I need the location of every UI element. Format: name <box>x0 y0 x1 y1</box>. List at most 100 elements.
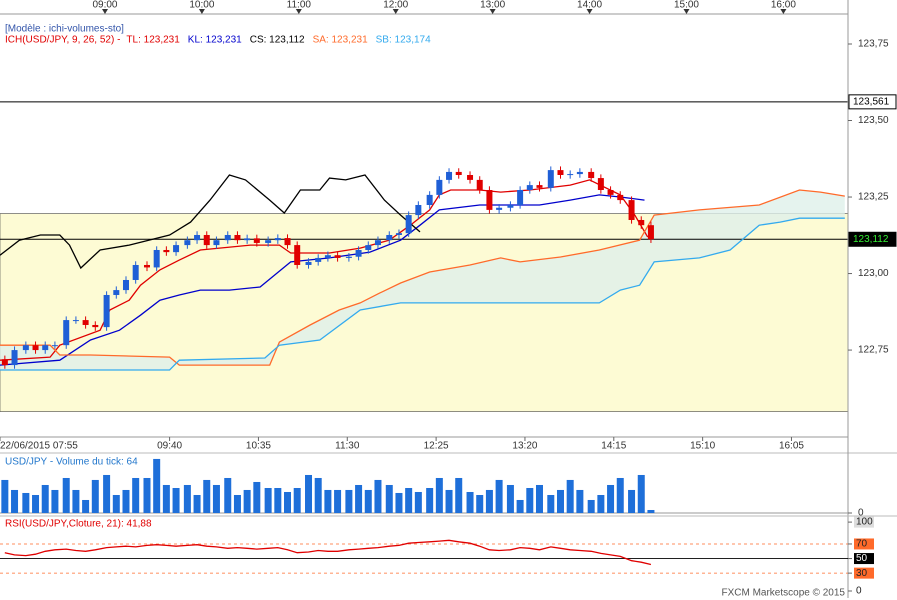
price-line-label: 123,561 <box>853 96 890 107</box>
y-tick-box <box>854 538 874 550</box>
indicator-line <box>0 174 421 270</box>
cloud <box>0 190 845 370</box>
volume-bar <box>405 487 413 513</box>
footer: FXCM Marketscope © 2015 <box>721 588 845 599</box>
volume-bar <box>345 489 353 513</box>
candle-body <box>103 294 110 328</box>
volume-bar <box>495 479 503 513</box>
indicator-line <box>0 217 845 371</box>
volume-bar <box>293 487 301 513</box>
indicator-line <box>0 194 645 366</box>
volume-bar <box>334 489 342 513</box>
volume-bar <box>172 487 180 513</box>
x-tick-label: 13:20 <box>512 441 537 452</box>
volume-bar <box>243 489 251 513</box>
candle-body <box>11 350 18 366</box>
candle-body <box>567 174 574 176</box>
volume-bar <box>212 484 220 513</box>
volume-bar <box>607 484 615 513</box>
candle-body <box>213 240 220 246</box>
candle-body <box>415 204 422 216</box>
x-tick-label: 13:00 <box>480 0 505 11</box>
candle-body <box>51 345 58 347</box>
candle-body <box>374 240 381 246</box>
y-tick-label: 123,25 <box>858 192 889 203</box>
volume-bar <box>253 481 261 513</box>
panel-title: USD/JPY - Volume du tick: 64 <box>5 457 138 468</box>
candle-body <box>526 185 533 190</box>
candle-body <box>305 261 312 265</box>
volume-bar <box>305 474 313 513</box>
x-tick-label: 10:35 <box>246 441 271 452</box>
x-tick-label: 11:30 <box>335 441 360 452</box>
volume-bar <box>556 489 564 513</box>
volume-bar <box>637 474 645 513</box>
volume-bar <box>587 499 595 513</box>
volume-bar <box>132 477 140 513</box>
y-tick-label: 100 <box>856 517 873 528</box>
volume-bar <box>395 492 403 513</box>
indicator-line <box>0 189 845 366</box>
legend-entry: SA: 123,231 <box>313 35 368 46</box>
volume-bar <box>314 477 322 513</box>
volume-bar <box>224 477 232 513</box>
volume-bar <box>162 484 170 513</box>
candle-body <box>265 240 272 243</box>
volume-bar <box>385 484 393 513</box>
y-tick-box <box>854 553 874 565</box>
volume-bar <box>51 489 59 513</box>
candle-body <box>588 171 595 179</box>
x-tick-label: 14:15 <box>601 441 626 452</box>
candle-body <box>253 238 260 243</box>
candle-body <box>42 345 49 351</box>
candle-body <box>163 249 170 253</box>
volume-bar <box>485 489 493 513</box>
x-tick-label: 12:00 <box>383 0 408 11</box>
x-tick-mark <box>780 9 787 14</box>
volume-bar <box>355 484 363 513</box>
volume-bar <box>547 494 555 513</box>
volume-bar <box>616 477 624 513</box>
candle-body <box>536 185 543 188</box>
x-tick-label: 16:05 <box>779 441 804 452</box>
x-tick-label: 11:00 <box>287 0 312 11</box>
y-tick-label: 70 <box>856 539 868 550</box>
volume-bar <box>112 494 120 513</box>
candle-body <box>274 238 281 241</box>
volume-bar <box>32 494 40 513</box>
candle-body <box>203 234 210 246</box>
y-tick-label: 0 <box>858 508 864 519</box>
x-tick-label: 15:00 <box>674 0 699 11</box>
x-tick-mark <box>392 9 399 14</box>
price-line-box <box>848 94 897 110</box>
volume-bar <box>526 487 534 513</box>
x-tick-mark <box>101 9 108 14</box>
candle-body <box>547 170 554 188</box>
price-line-label: 123,112 <box>853 234 889 245</box>
volume-bar <box>183 484 191 513</box>
volume-bar <box>597 494 605 513</box>
y-tick-label: 122,75 <box>858 345 889 356</box>
candle-body <box>517 189 524 205</box>
legend-entry: SB: 123,174 <box>376 35 431 46</box>
x-tick-label: 09:00 <box>92 0 117 11</box>
candle-body <box>617 194 624 201</box>
candle-body <box>122 279 129 291</box>
candle-body <box>82 320 89 325</box>
candle-body <box>315 257 322 262</box>
candle-body <box>224 234 231 241</box>
x-tick-mark <box>198 9 205 14</box>
candle-body <box>436 179 443 195</box>
panel-title: RSI(USD/JPY,Cloture, 21): 41,88 <box>5 519 152 530</box>
y-tick-label: 123,00 <box>858 268 889 279</box>
volume-bar <box>153 458 161 513</box>
candle-body <box>607 189 614 195</box>
candle-body <box>426 194 433 205</box>
volume-bar <box>11 489 19 513</box>
candle-body <box>234 234 241 241</box>
candle-body <box>496 207 503 210</box>
candle-body <box>597 178 604 190</box>
candle-body <box>395 233 402 235</box>
candle-body <box>184 240 191 246</box>
